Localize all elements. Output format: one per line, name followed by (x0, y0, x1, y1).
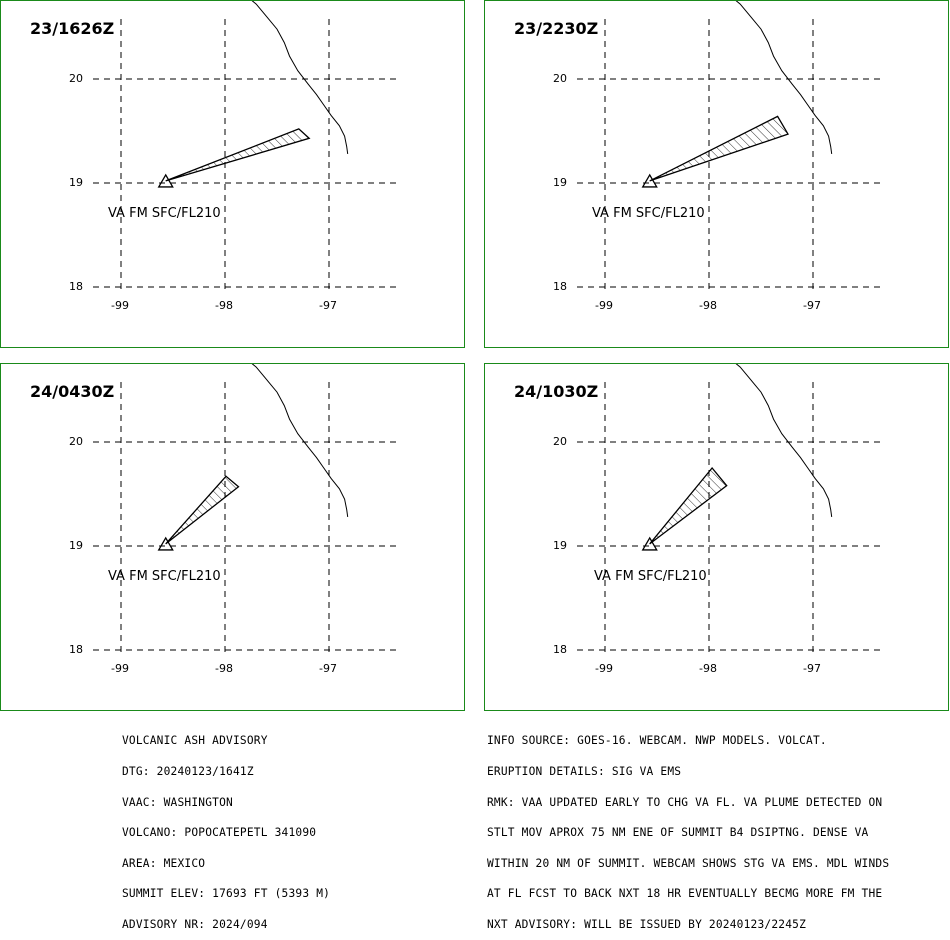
remarks-line: ERUPTION DETAILS: SIG VA EMS (487, 765, 682, 778)
longitude-tick-label: -99 (595, 299, 613, 312)
va-level-label: VA FM SFC/FL210 (108, 206, 221, 221)
advisory-header-block: VOLCANIC ASH ADVISORY DTG: 20240123/1641… (122, 716, 330, 940)
latitude-tick-label: 18 (553, 643, 567, 656)
remarks-line: RMK: VAA UPDATED EARLY TO CHG VA FL. VA … (487, 795, 883, 809)
remarks-line: INFO SOURCE: GOES-16. WEBCAM. NWP MODELS… (487, 734, 827, 748)
panel-time-label: 23/2230Z (514, 19, 599, 38)
va-level-label: VA FM SFC/FL210 (108, 569, 221, 584)
forecast-panel-1: 23/1626Z VA FM SFC/FL210 20 19 18 -99 -98 -97 (0, 0, 465, 348)
va-level-label: VA FM SFC/FL210 (594, 569, 707, 584)
advisory-remarks-block: INFO SOURCE: GOES-16. WEBCAM. NWP MODELS… (487, 716, 889, 940)
map-canvas (93, 364, 401, 654)
advisory-line: SUMMIT ELEV: 17693 FT (5393 M) (122, 887, 331, 901)
remarks-line: STLT MOV APROX 75 NM ENE OF SUMMIT B4 DS… (487, 826, 869, 840)
va-level-label: VA FM SFC/FL210 (592, 206, 705, 221)
longitude-tick-label: -98 (215, 299, 233, 312)
latitude-tick-label: 20 (553, 435, 567, 448)
longitude-tick-label: -97 (319, 662, 337, 675)
coastline (735, 1, 833, 154)
map-canvas (577, 364, 885, 654)
advisory-line: VOLCANO: POPOCATEPETL 341090 (122, 826, 317, 840)
latitude-tick-label: 19 (553, 539, 567, 552)
longitude-tick-label: -97 (803, 299, 821, 312)
panel-time-label: 24/1030Z (514, 382, 599, 401)
latitude-tick-label: 19 (69, 539, 83, 552)
map-canvas (93, 1, 401, 291)
remarks-line: NXT ADVISORY: WILL BE ISSUED BY 20240123… (487, 917, 807, 931)
volcano-triangle-icon (157, 173, 174, 188)
volcano-triangle-icon (641, 173, 658, 188)
remarks-line: WITHIN 20 NM OF SUMMIT. WEBCAM SHOWS STG… (487, 856, 890, 870)
longitude-tick-label: -97 (803, 662, 821, 675)
latitude-tick-label: 18 (553, 280, 567, 293)
latitude-tick-label: 18 (69, 643, 83, 656)
forecast-panel-3: 24/0430Z VA FM SFC/FL210 20 19 18 -99 -98 -97 (0, 363, 465, 711)
map-canvas (577, 1, 885, 291)
longitude-tick-label: -98 (699, 299, 717, 312)
latitude-tick-label: 19 (553, 176, 567, 189)
latitude-tick-label: 20 (553, 72, 567, 85)
longitude-tick-label: -99 (595, 662, 613, 675)
latitude-tick-label: 18 (69, 280, 83, 293)
panel-time-label: 24/0430Z (30, 382, 115, 401)
advisory-line: DTG: 20240123/1641Z (122, 765, 254, 778)
volcano-triangle-icon (157, 536, 174, 551)
longitude-tick-label: -99 (111, 299, 129, 312)
longitude-tick-label: -97 (319, 299, 337, 312)
coastline (251, 364, 349, 517)
advisory-line: VOLCANIC ASH ADVISORY (122, 734, 268, 748)
longitude-tick-label: -98 (215, 662, 233, 675)
ash-plume-polygon (165, 128, 311, 182)
advisory-line: ADVISORY NR: 2024/094 (122, 917, 268, 931)
ash-plume-polygon (649, 115, 789, 182)
volcano-triangle-icon (641, 536, 658, 551)
longitude-tick-label: -98 (699, 662, 717, 675)
latitude-tick-label: 20 (69, 435, 83, 448)
coastline (251, 1, 349, 154)
advisory-line: AREA: MEXICO (122, 856, 206, 870)
longitude-tick-label: -99 (111, 662, 129, 675)
advisory-line: VAAC: WASHINGTON (122, 795, 233, 809)
forecast-panel-2: 23/2230Z VA FM SFC/FL210 20 19 18 -99 -98 -97 (484, 0, 949, 348)
latitude-tick-label: 19 (69, 176, 83, 189)
remarks-line: AT FL FCST TO BACK NXT 18 HR EVENTUALLY … (487, 887, 883, 901)
ash-plume-polygon (649, 466, 728, 545)
forecast-panel-4: 24/1030Z VA FM SFC/FL210 20 19 18 -99 -98 -97 (484, 363, 949, 711)
panel-time-label: 23/1626Z (30, 19, 115, 38)
latitude-tick-label: 20 (69, 72, 83, 85)
coastline (735, 364, 833, 517)
ash-plume-polygon (165, 475, 240, 545)
